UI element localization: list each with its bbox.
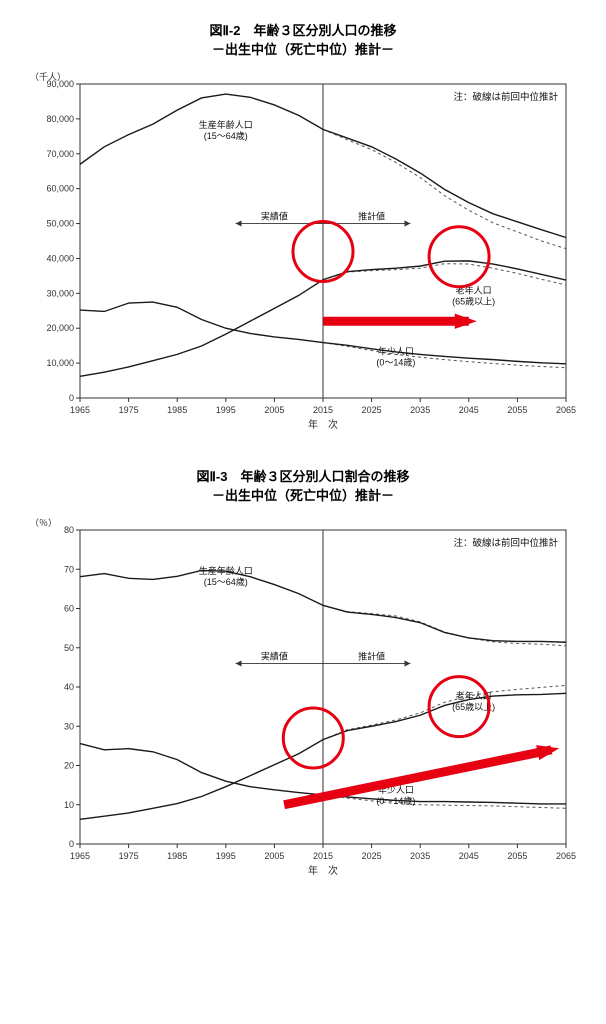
estimate-label: 推計値 [358, 650, 385, 661]
y-tick-label: 70 [64, 564, 74, 574]
x-axis-label: 年 次 [308, 418, 338, 431]
x-tick-label: 2035 [410, 851, 430, 861]
series-young_prev [323, 343, 566, 368]
x-tick-label: 2025 [362, 851, 382, 861]
x-tick-label: 1995 [216, 851, 236, 861]
x-tick-label: 1965 [70, 405, 90, 415]
label-working-age-sub: (15～64歳) [204, 130, 248, 141]
x-tick-label: 2005 [264, 851, 284, 861]
chart-1-title-2: －出生中位（死亡中位）推計－ [30, 39, 576, 58]
y-tick-label: 40,000 [46, 253, 74, 263]
x-tick-label: 2035 [410, 405, 430, 415]
annotation-arrow-shaft [284, 750, 551, 805]
y-tick-label: 70,000 [46, 149, 74, 159]
annotation-arrow-head [455, 314, 477, 329]
y-tick-label: 80 [64, 525, 74, 535]
chart-2-frame: （％） 0 10 20 30 40 50 60 70 80 1965 1975 1985 1995 2005… [30, 512, 576, 882]
x-tick-label: 2045 [459, 405, 479, 415]
note-text: 注：破線は前回中位推計 [453, 537, 558, 549]
chart-2-block: 図Ⅱ-3 年齢３区分別人口割合の推移 －出生中位（死亡中位）推計－ （％） 0 10… [30, 466, 576, 882]
x-tick-label: 2025 [362, 405, 382, 415]
y-tick-label: 0 [69, 393, 74, 403]
label-working-age: 生産年齢人口 [199, 119, 253, 130]
note-text: 注：破線は前回中位推計 [453, 91, 558, 103]
label-young-sub: (0～14歳) [376, 795, 415, 806]
y-tick-label: 20,000 [46, 323, 74, 333]
y-tick-label: 40 [64, 682, 74, 692]
estimate-label: 推計値 [358, 211, 385, 222]
x-tick-label: 2055 [507, 405, 527, 415]
x-tick-label: 2055 [507, 851, 527, 861]
x-tick-label: 1965 [70, 851, 90, 861]
y-tick-label: 30 [64, 721, 74, 731]
x-tick-label: 2065 [556, 405, 576, 415]
chart-1-svg: （千人）010,00020,00030,00040,00050,00060,00… [30, 66, 576, 436]
x-tick-label: 2065 [556, 851, 576, 861]
x-tick-label: 2015 [313, 405, 333, 415]
y-tick-label: 90,000 [46, 79, 74, 89]
chart-2-title-2: －出生中位（死亡中位）推計－ [30, 485, 576, 504]
series-working_prev [323, 605, 566, 645]
y-tick-label: 60 [64, 604, 74, 614]
annotation-circle-1 [429, 227, 489, 287]
label-young-sub: (0～14歳) [376, 356, 415, 367]
x-tick-label: 1985 [167, 851, 187, 861]
y-tick-label: 60,000 [46, 184, 74, 194]
y-tick-label: 20 [64, 761, 74, 771]
chart-2-title-1: 図Ⅱ-3 年齢３区分別人口割合の推移 [30, 466, 576, 485]
label-working-age: 生産年齢人口 [199, 565, 253, 576]
x-tick-label: 1975 [119, 851, 139, 861]
chart-1-frame: （千人）010,00020,00030,00040,00050,00060,00… [30, 66, 576, 436]
x-tick-label: 1975 [119, 405, 139, 415]
chart-2-svg: （％） 0 10 20 30 40 50 60 70 80 1965 1975 1985 1995 2005… [30, 512, 576, 882]
y-tick-label: 0 [69, 839, 74, 849]
x-tick-label: 2045 [459, 851, 479, 861]
x-tick-label: 2015 [313, 851, 333, 861]
y-tick-label: 10,000 [46, 358, 74, 368]
x-axis-label: 年 次 [308, 864, 338, 877]
chart-1-title-1: 図Ⅱ-2 年齢３区分別人口の推移 [30, 20, 576, 39]
page: 図Ⅱ-2 年齢３区分別人口の推移 －出生中位（死亡中位）推計－ （千人）010,… [0, 0, 606, 932]
chart-1-block: 図Ⅱ-2 年齢３区分別人口の推移 －出生中位（死亡中位）推計－ （千人）010,… [30, 20, 576, 436]
y-tick-label: 30,000 [46, 288, 74, 298]
label-working-age-sub: (15～64歳) [204, 576, 248, 587]
label-elderly-sub: (65歳以上) [452, 295, 495, 306]
x-tick-label: 1985 [167, 405, 187, 415]
x-tick-label: 1995 [216, 405, 236, 415]
actual-label: 実績値 [261, 650, 288, 661]
x-tick-label: 2005 [264, 405, 284, 415]
y-tick-label: 50,000 [46, 219, 74, 229]
y-tick-label: 80,000 [46, 114, 74, 124]
annotation-circle-0 [283, 708, 343, 768]
y-tick-label: 50 [64, 643, 74, 653]
y-unit-label: （％） [30, 518, 57, 528]
actual-label: 実績値 [261, 211, 288, 222]
y-tick-label: 10 [64, 800, 74, 810]
label-young: 年少人口 [378, 345, 414, 356]
annotation-arrow-head [536, 745, 559, 760]
